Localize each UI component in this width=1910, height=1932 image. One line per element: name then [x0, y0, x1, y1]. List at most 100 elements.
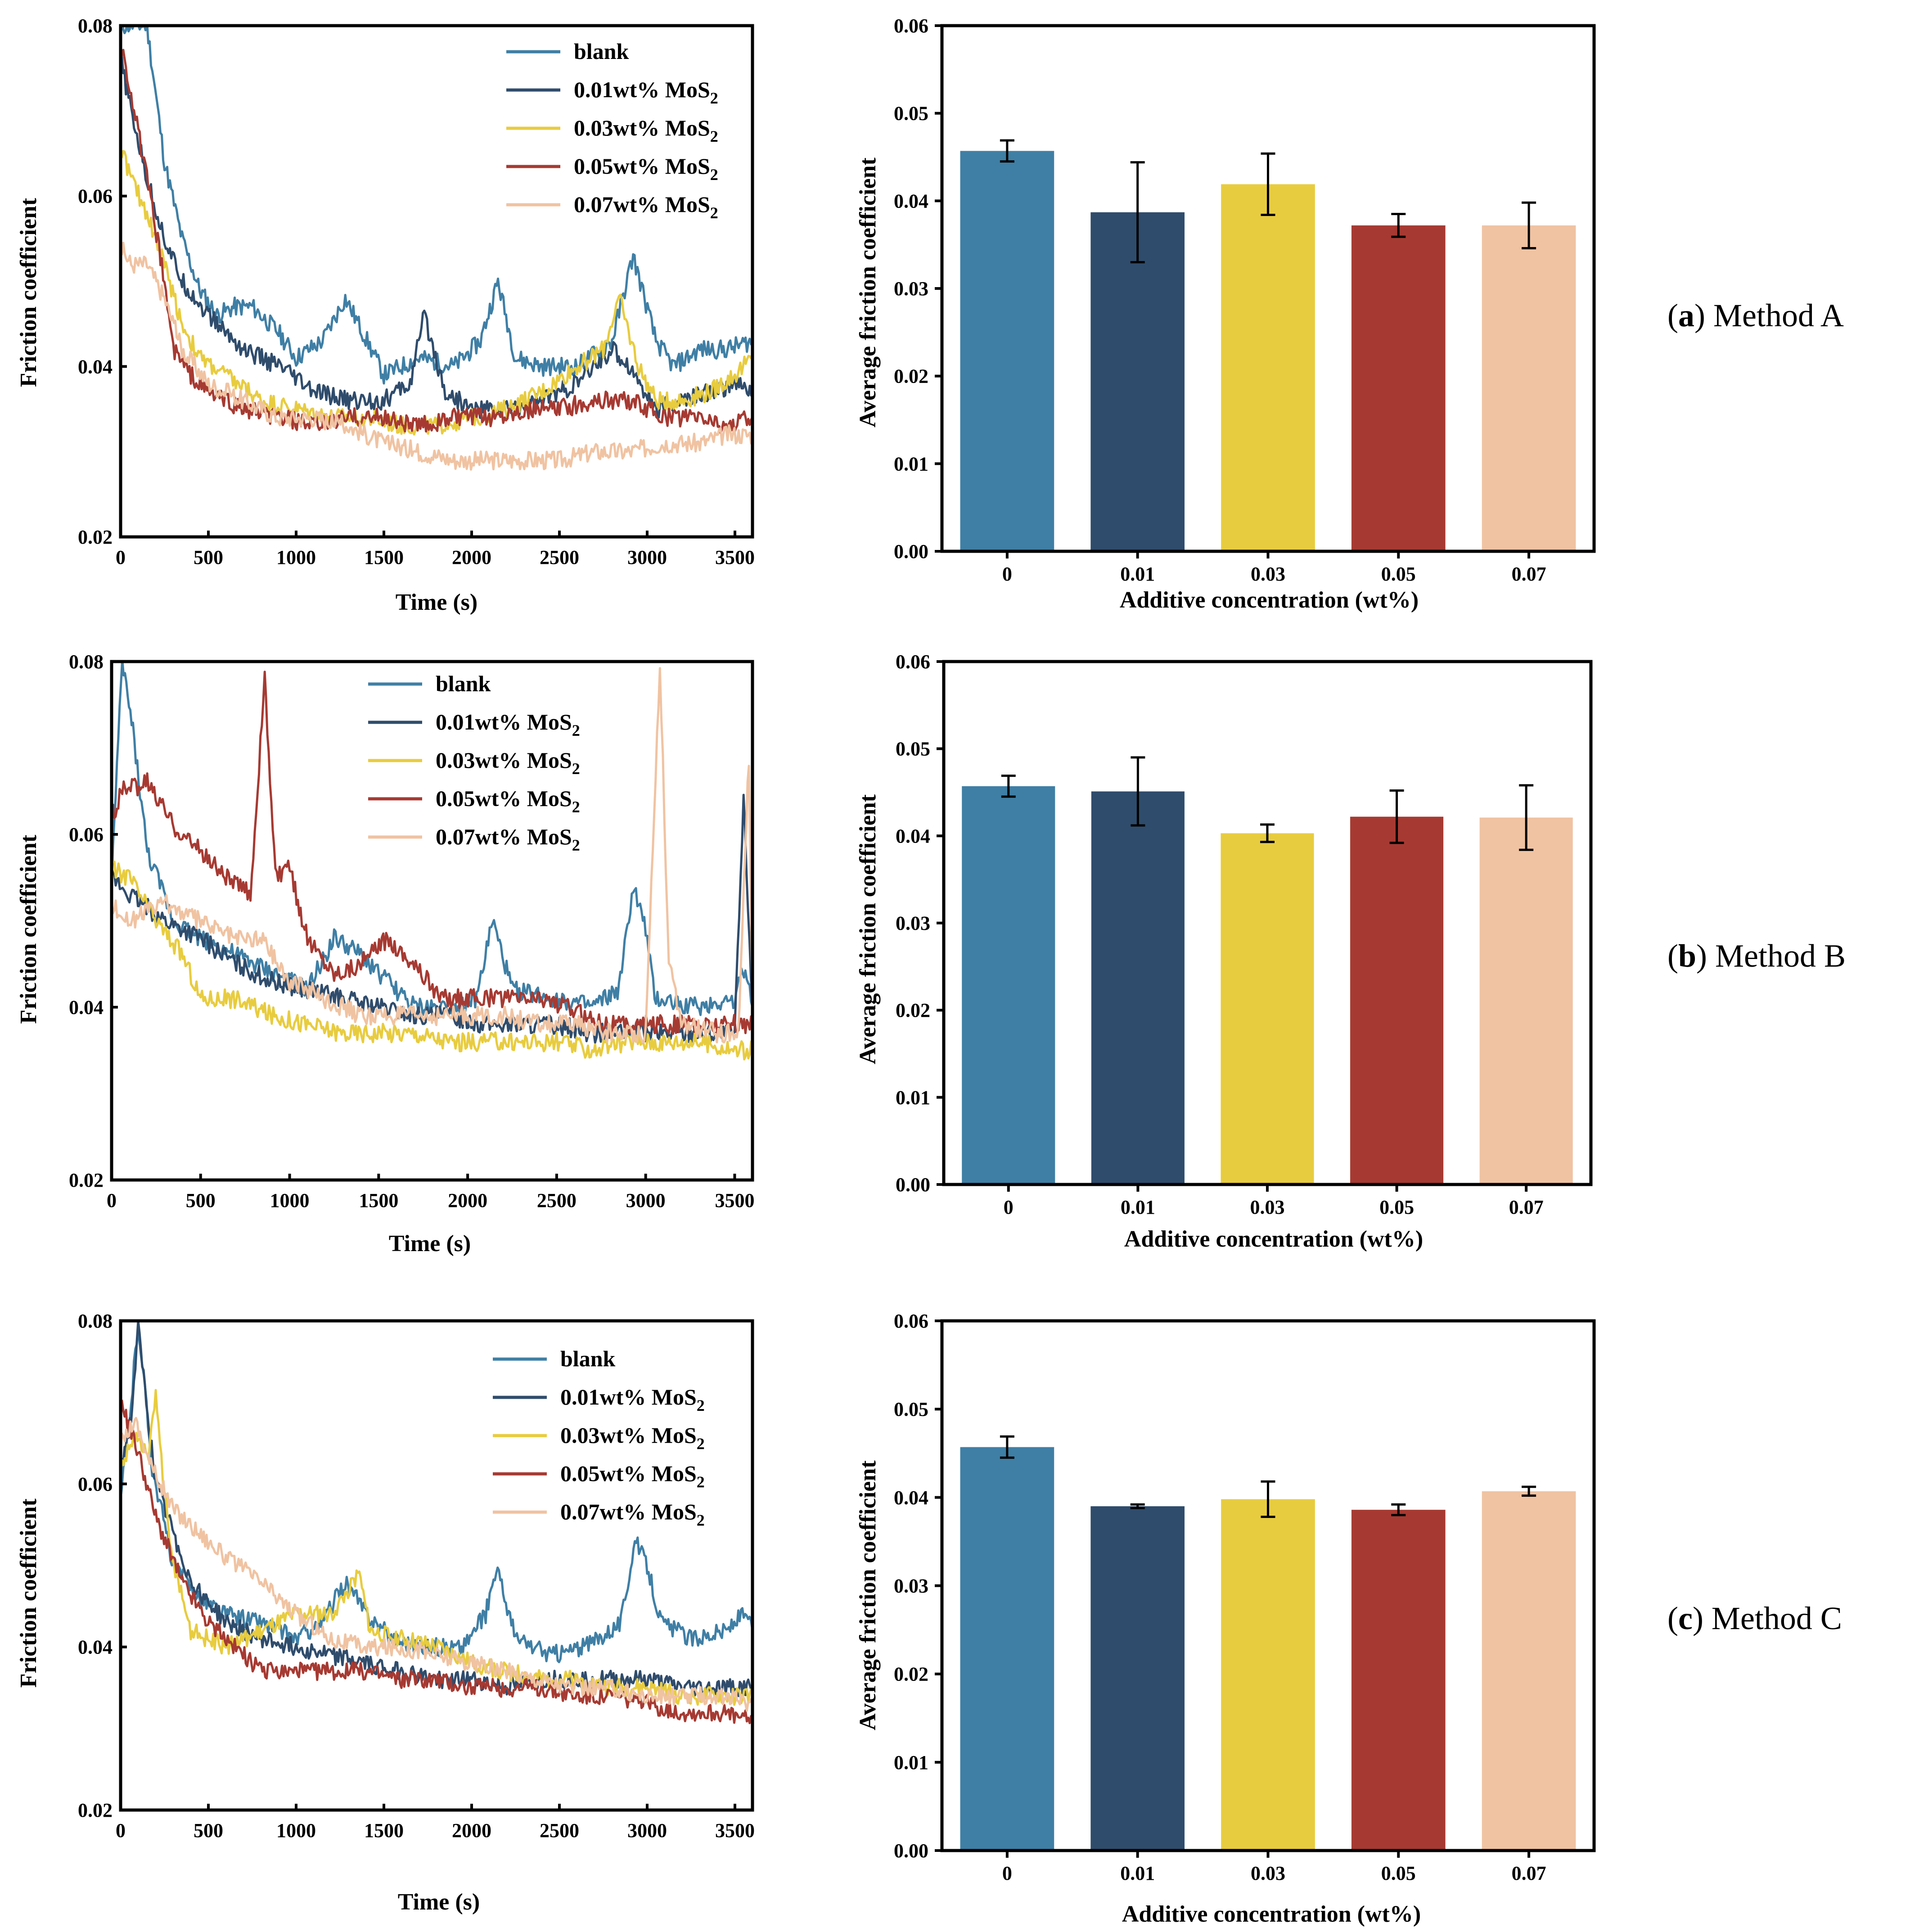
legend-label-3: 0.05wt% MoS2: [574, 153, 718, 184]
x-axis-label: Time (s): [398, 1889, 480, 1915]
x-tick-label: 2500: [540, 1819, 579, 1842]
x-tick-label: 500: [194, 546, 223, 568]
plot-frame: [119, 24, 754, 539]
legend-label-text: 0.01wt% MoS: [574, 77, 710, 102]
legend-label-text: 0.01wt% MoS: [560, 1384, 697, 1410]
x-tick-label: 0.07: [1509, 1196, 1544, 1218]
x-axis-label: Time (s): [396, 590, 478, 615]
y-tick-label: 0.02: [896, 1000, 930, 1022]
bar-4: [1482, 1491, 1576, 1851]
caption-method-a: (a) Method A: [1667, 297, 1844, 333]
caption-method-b: (b) Method B: [1667, 938, 1846, 974]
y-tick-label: 0.04: [78, 1636, 113, 1658]
y-axis-label: Average friction coefficient: [855, 1460, 881, 1730]
series-line-3: [121, 47, 752, 434]
x-tick-label: 3000: [627, 546, 667, 568]
legend-label-3: 0.05wt% MoS2: [560, 1461, 705, 1491]
x-tick-label: 0.03: [1251, 563, 1285, 585]
y-tick-label: 0.05: [894, 1398, 928, 1420]
x-tick-label: 0: [1002, 1862, 1012, 1884]
y-axis-label: Friction coefficient: [16, 198, 41, 387]
bar-3: [1351, 225, 1446, 552]
legend-label-subscript: 2: [710, 89, 718, 107]
series-line-1: [121, 56, 752, 419]
y-tick-label: 0.08: [78, 1310, 113, 1332]
x-tick-label: 1500: [359, 1189, 398, 1211]
x-tick-label: 0.01: [1120, 563, 1155, 585]
bar-0: [960, 1447, 1054, 1851]
x-tick-label: 0.01: [1121, 1196, 1155, 1218]
legend-label-4: 0.07wt% MoS2: [574, 192, 718, 222]
x-tick-label: 0.05: [1381, 1862, 1416, 1884]
y-tick-label: 0.06: [78, 185, 113, 207]
legend-label-4: 0.07wt% MoS2: [560, 1499, 705, 1529]
y-tick-label: 0.03: [894, 1575, 928, 1597]
x-tick-label: 2000: [452, 1819, 491, 1842]
x-tick-label: 500: [194, 1819, 223, 1842]
series-line-4: [121, 242, 752, 471]
legend-label-subscript: 2: [572, 721, 580, 739]
x-tick-label: 1000: [276, 546, 316, 568]
bar-1: [1090, 1506, 1185, 1851]
legend-label-2: 0.03wt% MoS2: [436, 748, 580, 778]
bar-0: [960, 151, 1054, 552]
legend-label-subscript: 2: [572, 760, 580, 778]
legend-label-subscript: 2: [697, 1435, 705, 1453]
bar-1: [1091, 791, 1185, 1184]
legend-label-text: 0.03wt% MoS: [560, 1423, 697, 1448]
y-axis-label: Average friction coefficient: [855, 158, 881, 428]
series-line-4: [121, 1417, 752, 1712]
legend-label-subscript: 2: [697, 1473, 705, 1491]
y-tick-label: 0.06: [894, 15, 928, 37]
bar-2: [1221, 833, 1314, 1184]
series-line-0: [122, 26, 752, 385]
legend-label-subscript: 2: [710, 166, 718, 184]
x-tick-label: 3500: [715, 1189, 754, 1211]
legend-label-text: 0.03wt% MoS: [574, 115, 710, 140]
y-tick-label: 0.02: [894, 365, 928, 387]
y-axis-label: Friction coefficient: [16, 1498, 41, 1688]
x-tick-label: 0: [116, 1819, 126, 1842]
bar-4: [1479, 817, 1573, 1184]
y-tick-label: 0.08: [78, 15, 113, 37]
x-tick-label: 0: [107, 1189, 117, 1211]
y-tick-label: 0.04: [78, 356, 113, 378]
x-tick-label: 0.05: [1381, 563, 1416, 585]
x-tick-label: 1500: [364, 1819, 404, 1842]
x-tick-label: 0: [1002, 563, 1012, 585]
bar-0: [962, 786, 1055, 1184]
plot-area: [121, 1321, 752, 1725]
y-tick-label: 0.06: [78, 1473, 113, 1495]
x-tick-label: 0.01: [1120, 1862, 1155, 1884]
series-line-4: [112, 667, 752, 1044]
x-tick-label: 0.05: [1379, 1196, 1414, 1218]
y-tick-label: 0.04: [894, 190, 928, 212]
series-line-0: [121, 1324, 752, 1663]
legend-label-2: 0.03wt% MoS2: [574, 115, 718, 145]
bar-2: [1221, 1499, 1315, 1851]
series-line-2: [121, 147, 752, 436]
x-tick-label: 2000: [452, 546, 491, 568]
x-tick-label: 3000: [626, 1189, 666, 1211]
bar-3: [1351, 1509, 1446, 1851]
y-tick-label: 0.06: [69, 824, 104, 846]
plot-area: [121, 26, 752, 471]
friction-time-chart-a: Time (s) Friction coefficient 0 500 1000 15…: [16, 15, 755, 615]
y-tick-label: 0.00: [894, 540, 928, 563]
series-line-0: [112, 662, 752, 1017]
series-line-2: [112, 860, 752, 1061]
y-tick-label: 0.00: [894, 1840, 928, 1862]
y-tick-label: 0.02: [69, 1169, 104, 1191]
legend-label-text: blank: [574, 39, 629, 64]
legend-label-0: blank: [436, 671, 491, 696]
legend-label-text: 0.05wt% MoS: [560, 1461, 697, 1486]
legend-label-subscript: 2: [697, 1511, 705, 1529]
y-tick-label: 0.08: [69, 651, 104, 673]
x-tick-label: 0: [1004, 1196, 1014, 1218]
x-axis-label: Additive concentration (wt%): [1124, 1226, 1423, 1252]
plot-frame: [119, 1319, 754, 1812]
legend-label-text: 0.07wt% MoS: [560, 1499, 697, 1524]
legend-label-text: 0.05wt% MoS: [436, 786, 572, 811]
y-tick-label: 0.04: [69, 996, 104, 1018]
